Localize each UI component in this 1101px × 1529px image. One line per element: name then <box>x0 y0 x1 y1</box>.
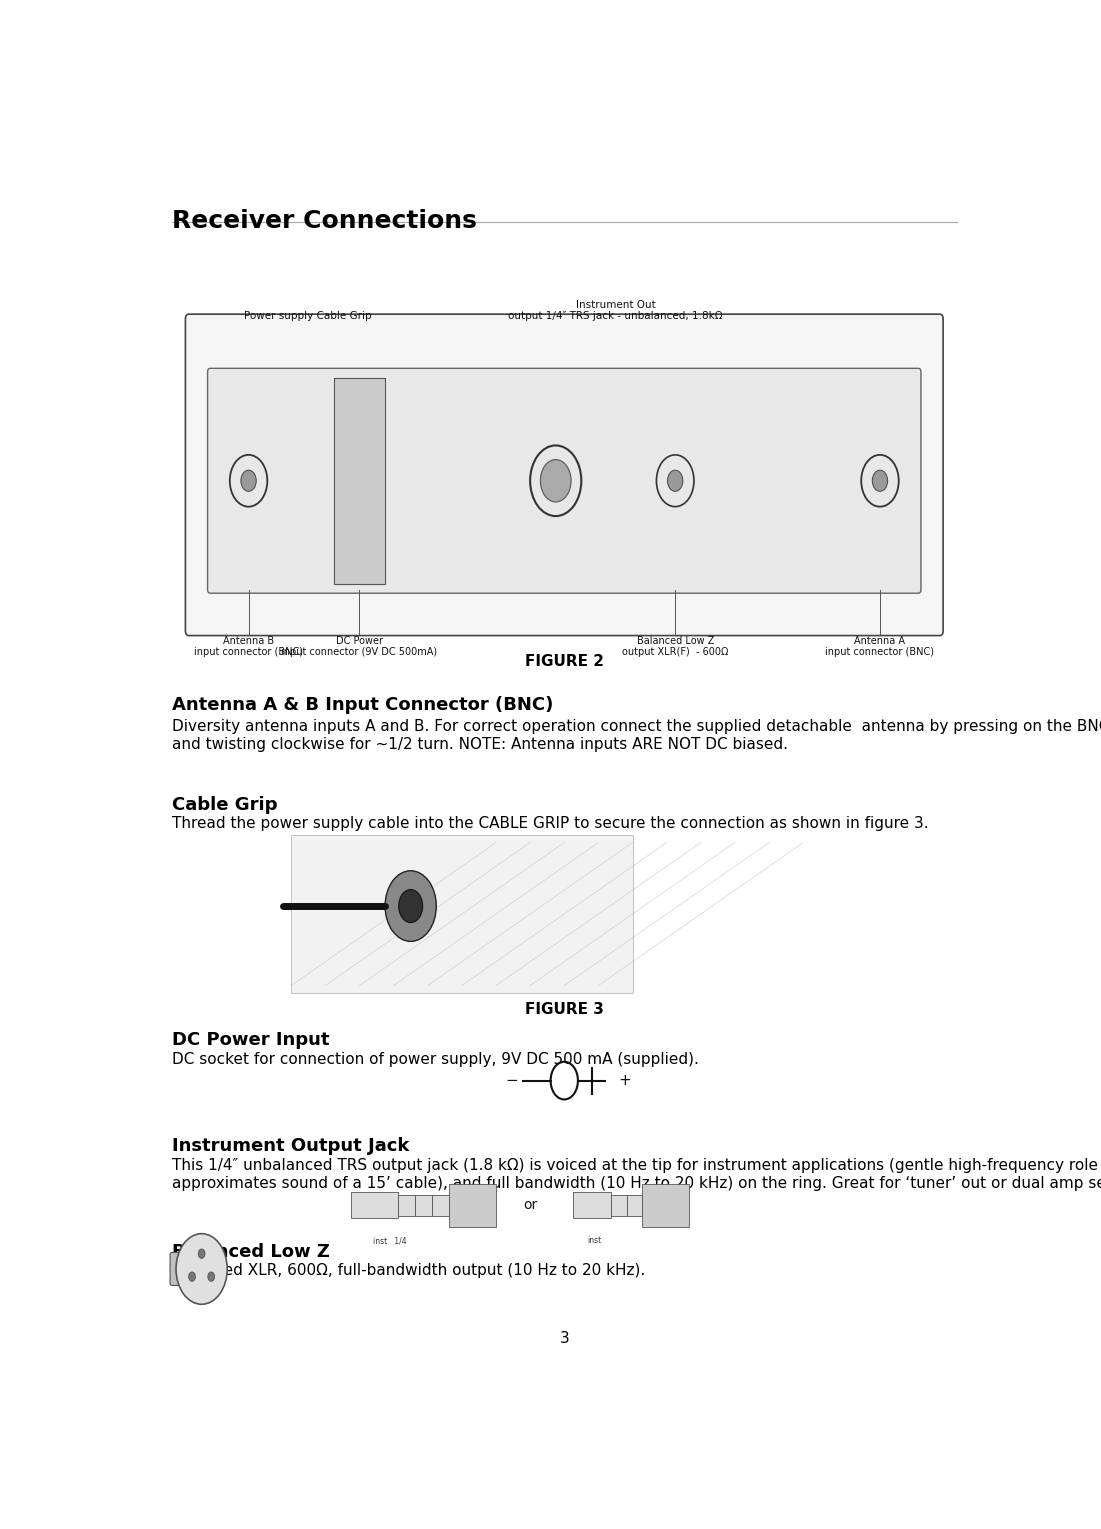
Text: This 1/4″ unbalanced TRS output jack (1.8 kΩ) is voiced at the tip for instrumen: This 1/4″ unbalanced TRS output jack (1.… <box>172 1159 1101 1191</box>
Bar <box>642 1183 689 1226</box>
Text: Receiver Connections: Receiver Connections <box>172 209 477 234</box>
Circle shape <box>541 460 571 502</box>
Bar <box>334 378 385 584</box>
Bar <box>351 1193 397 1219</box>
FancyBboxPatch shape <box>185 313 944 636</box>
Text: Antenna A & B Input Connector (BNC): Antenna A & B Input Connector (BNC) <box>172 696 553 714</box>
Circle shape <box>176 1234 227 1304</box>
Text: Balanced XLR, 600Ω, full-bandwidth output (10 Hz to 20 kHz).: Balanced XLR, 600Ω, full-bandwidth outpu… <box>172 1263 645 1278</box>
Text: Balanced Low Z: Balanced Low Z <box>172 1243 329 1261</box>
Bar <box>397 1194 415 1216</box>
Circle shape <box>385 870 436 942</box>
Text: Balanced Low Z
output XLR(F)  - 600Ω: Balanced Low Z output XLR(F) - 600Ω <box>622 636 729 657</box>
Circle shape <box>198 1249 205 1258</box>
Circle shape <box>872 469 887 491</box>
Text: inst: inst <box>587 1235 601 1245</box>
Text: +: + <box>619 1073 632 1089</box>
Text: Diversity antenna inputs A and B. For correct operation connect the supplied det: Diversity antenna inputs A and B. For co… <box>172 719 1101 752</box>
Circle shape <box>188 1272 195 1281</box>
Text: or: or <box>523 1199 537 1212</box>
Text: 3: 3 <box>559 1330 569 1346</box>
Text: FIGURE 3: FIGURE 3 <box>525 1001 603 1017</box>
FancyBboxPatch shape <box>170 1252 204 1286</box>
Bar <box>449 1183 495 1226</box>
Bar <box>611 1194 626 1216</box>
Text: Cable Grip: Cable Grip <box>172 795 277 813</box>
Text: Antenna A
input connector (BNC): Antenna A input connector (BNC) <box>826 636 935 657</box>
Circle shape <box>399 890 423 922</box>
Text: −: − <box>505 1073 519 1089</box>
Text: Antenna B
input connector (BNC): Antenna B input connector (BNC) <box>194 636 303 657</box>
Text: Power supply Cable Grip: Power supply Cable Grip <box>244 312 372 321</box>
Circle shape <box>667 469 683 491</box>
FancyBboxPatch shape <box>208 368 920 593</box>
Bar <box>432 1194 449 1216</box>
Circle shape <box>241 469 257 491</box>
Text: DC socket for connection of power supply, 9V DC 500 mA (supplied).: DC socket for connection of power supply… <box>172 1052 699 1067</box>
Bar <box>626 1194 642 1216</box>
Circle shape <box>208 1272 215 1281</box>
Bar <box>291 835 632 994</box>
Text: Thread the power supply cable into the CABLE GRIP to secure the connection as sh: Thread the power supply cable into the C… <box>172 815 928 830</box>
Text: DC Power
input connector (9V DC 500mA): DC Power input connector (9V DC 500mA) <box>282 636 437 657</box>
Text: Instrument Out
output 1/4″ TRS jack - unbalanced, 1.8kΩ: Instrument Out output 1/4″ TRS jack - un… <box>509 300 722 321</box>
Text: DC Power Input: DC Power Input <box>172 1031 329 1049</box>
Text: inst   1/4: inst 1/4 <box>372 1235 406 1245</box>
Text: FIGURE 2: FIGURE 2 <box>525 654 603 670</box>
Bar <box>415 1194 432 1216</box>
Text: Instrument Output Jack: Instrument Output Jack <box>172 1138 410 1154</box>
Bar <box>573 1193 611 1219</box>
